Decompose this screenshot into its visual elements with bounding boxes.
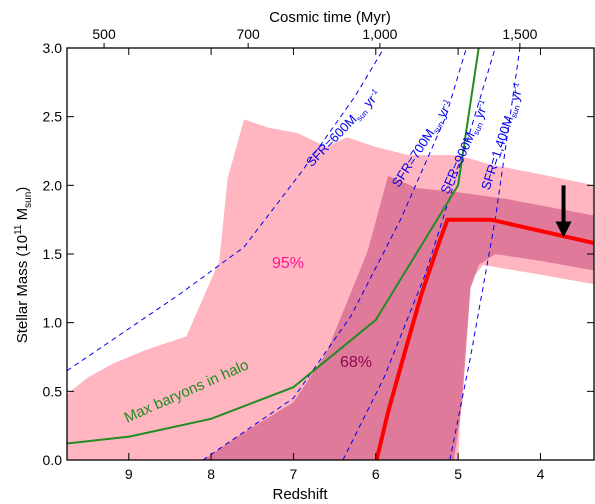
- sfr-lines: [67, 48, 521, 460]
- sfr-label-sup: -1: [440, 97, 452, 108]
- upper-limit-arrow: [555, 185, 572, 238]
- y-axis-label-sup: 11: [13, 224, 24, 235]
- y-axis-label-main: Stellar Mass (10: [14, 235, 31, 343]
- y-tick-label: 2.5: [43, 109, 63, 125]
- y-tick-label: 0.0: [43, 452, 63, 468]
- top-tick-label: 1,500: [502, 26, 537, 42]
- top-tick-label: 700: [236, 26, 260, 42]
- sfr-label-sub: sun: [509, 104, 522, 119]
- arrow-head: [555, 221, 572, 238]
- band-68-percent: [202, 175, 594, 460]
- x-axis-label: Redshift: [272, 486, 328, 503]
- y-tick-label: 3.0: [43, 40, 63, 56]
- sfr-label-unit: yr: [469, 104, 489, 124]
- x-tick-label: 4: [537, 466, 545, 482]
- y-tick-label: 1.0: [43, 315, 63, 331]
- y-tick-label: 0.5: [43, 383, 63, 399]
- stellar-mass-line: [374, 217, 594, 460]
- sfr-line-3: [342, 48, 496, 460]
- label-68-percent: 68%: [340, 354, 372, 371]
- x-tick-label: 6: [372, 466, 380, 482]
- y-axis-label: Stellar Mass (1011 Msun): [13, 187, 34, 344]
- x-axis-ticks: 9 8 7 6 5 4: [125, 48, 545, 482]
- x-tick-label: 7: [290, 466, 298, 482]
- label-95-percent: 95%: [272, 255, 304, 272]
- y-axis-label-close: ): [14, 187, 31, 192]
- top-axis-ticks: 500 700 1,000 1,500: [92, 26, 538, 48]
- top-tick-label: 1,000: [362, 26, 397, 42]
- y-axis-ticks: 0.0 0.5 1.0 1.5 2.0 2.5 3.0: [43, 40, 594, 468]
- sfr-line-2: [202, 48, 467, 460]
- sfr-label-sup: -1: [510, 81, 521, 91]
- sfr-label-unit: yr: [506, 87, 525, 106]
- top-axis-label: Cosmic time (Myr): [269, 9, 391, 26]
- sfr-line-4: [449, 48, 521, 460]
- sfr-label-sup: -1: [368, 86, 380, 98]
- max-baryons-line: [67, 48, 480, 445]
- y-axis-label-rest: M: [14, 208, 31, 225]
- sfr-line-1: [67, 48, 385, 372]
- x-tick-label: 9: [125, 466, 133, 482]
- y-tick-label: 1.5: [43, 246, 63, 262]
- sfr-label-sup: -1: [475, 98, 486, 109]
- y-tick-label: 2.0: [43, 177, 63, 193]
- top-tick-label: 500: [92, 26, 116, 42]
- x-tick-label: 5: [454, 466, 462, 482]
- plot-area: [67, 48, 594, 460]
- x-tick-label: 8: [207, 466, 215, 482]
- y-axis-label-sub: sun: [23, 192, 34, 208]
